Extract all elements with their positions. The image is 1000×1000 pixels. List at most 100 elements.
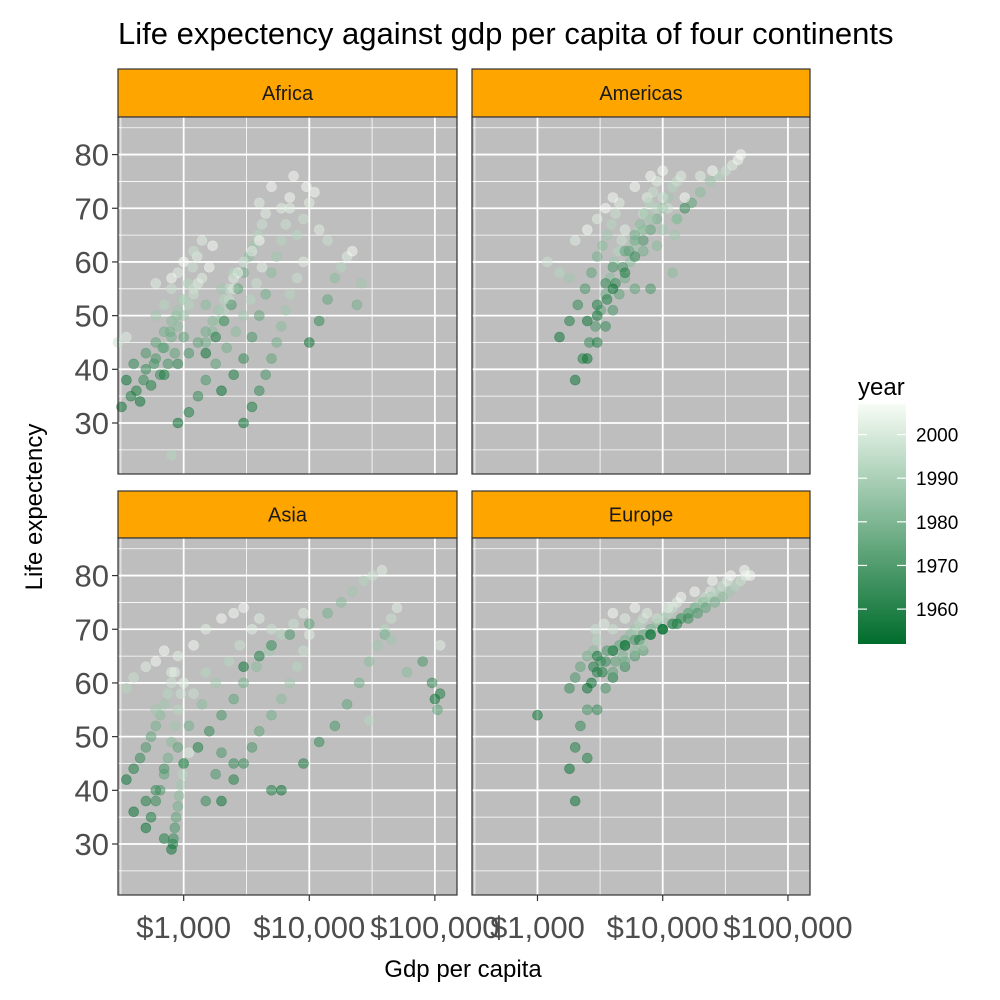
data-point: [591, 213, 603, 225]
data-point: [253, 310, 265, 321]
data-point: [629, 645, 641, 657]
data-point: [116, 401, 127, 413]
data-point: [564, 315, 575, 327]
data-point: [610, 208, 621, 219]
data-point: [200, 347, 212, 359]
data-point: [569, 235, 581, 246]
data-point: [204, 261, 215, 273]
legend-tick-label: 1960: [916, 600, 958, 621]
data-point: [597, 240, 608, 252]
data-point: [581, 752, 593, 764]
data-point: [253, 613, 265, 624]
data-point: [166, 315, 177, 327]
data-point: [434, 640, 446, 651]
data-point: [128, 672, 139, 683]
data-point: [216, 385, 227, 397]
data-point: [385, 634, 397, 646]
data-point: [192, 742, 204, 753]
data-point: [532, 709, 543, 721]
data-point: [329, 720, 341, 732]
data-point: [303, 618, 315, 630]
data-point: [619, 613, 631, 624]
data-point: [607, 666, 619, 678]
data-point: [188, 283, 199, 295]
data-point: [150, 337, 162, 348]
y-tick-label: 30: [75, 827, 109, 862]
data-point: [586, 677, 597, 689]
x-axis-label: Gdp per capita: [384, 956, 542, 983]
data-point: [591, 634, 603, 646]
data-point: [303, 337, 315, 348]
data-point: [284, 192, 296, 203]
data-point: [200, 666, 212, 678]
data-point: [607, 192, 619, 203]
data-point: [158, 645, 170, 657]
data-point: [228, 774, 239, 785]
data-point: [434, 688, 446, 700]
data-point: [150, 278, 162, 289]
data-point: [575, 720, 586, 732]
data-point: [647, 186, 659, 198]
legend-tick-label: 1970: [916, 556, 958, 577]
data-point: [140, 661, 152, 673]
data-point: [162, 358, 174, 370]
data-point: [276, 321, 287, 332]
data-point: [166, 272, 177, 284]
data-point: [569, 672, 581, 683]
data-point: [188, 640, 199, 651]
data-point: [276, 693, 287, 705]
data-point: [260, 288, 272, 300]
data-point: [669, 229, 681, 241]
data-point: [260, 369, 272, 381]
data-point: [629, 283, 641, 295]
data-point: [662, 602, 674, 614]
data-point: [178, 677, 189, 689]
legend-colorbar: [858, 404, 906, 644]
data-point: [271, 337, 283, 348]
data-point: [597, 666, 608, 678]
data-point: [276, 235, 287, 246]
data-point: [671, 618, 683, 630]
data-point: [617, 650, 629, 662]
data-point: [158, 833, 170, 844]
data-point: [657, 224, 669, 235]
data-point: [166, 677, 177, 689]
data-point: [150, 784, 162, 796]
legend-ticks: 1960 1970 1980 1990 2000: [858, 426, 958, 621]
data-point: [637, 245, 649, 257]
data-point: [590, 623, 601, 635]
data-point: [223, 656, 235, 667]
data-point: [735, 149, 747, 160]
data-point: [700, 602, 711, 614]
data-point: [707, 165, 718, 176]
data-point: [637, 224, 649, 235]
data-point: [218, 294, 230, 305]
data-point: [417, 656, 429, 667]
data-point: [140, 795, 152, 807]
data-point: [309, 186, 320, 198]
data-point: [266, 784, 277, 796]
data-point: [679, 192, 691, 203]
data-point: [230, 326, 242, 338]
data-point: [572, 299, 584, 311]
y-tick-label: 80: [75, 138, 109, 173]
data-point: [607, 283, 619, 295]
legend-title: year: [858, 374, 905, 401]
data-point: [145, 731, 157, 742]
data-point: [426, 677, 438, 689]
gridlines: [472, 538, 810, 895]
data-point: [121, 774, 132, 785]
data-point: [216, 795, 227, 807]
data-point: [204, 725, 215, 737]
facet-strip-europe: [471, 490, 811, 539]
data-point: [266, 267, 277, 279]
data-point: [246, 401, 258, 413]
data-point: [228, 267, 239, 279]
data-point: [253, 197, 265, 209]
data-point: [183, 747, 195, 759]
facet-label-africa: Africa: [262, 83, 314, 105]
data-point: [725, 570, 737, 581]
data-point: [291, 272, 303, 284]
data-point: [607, 261, 619, 273]
